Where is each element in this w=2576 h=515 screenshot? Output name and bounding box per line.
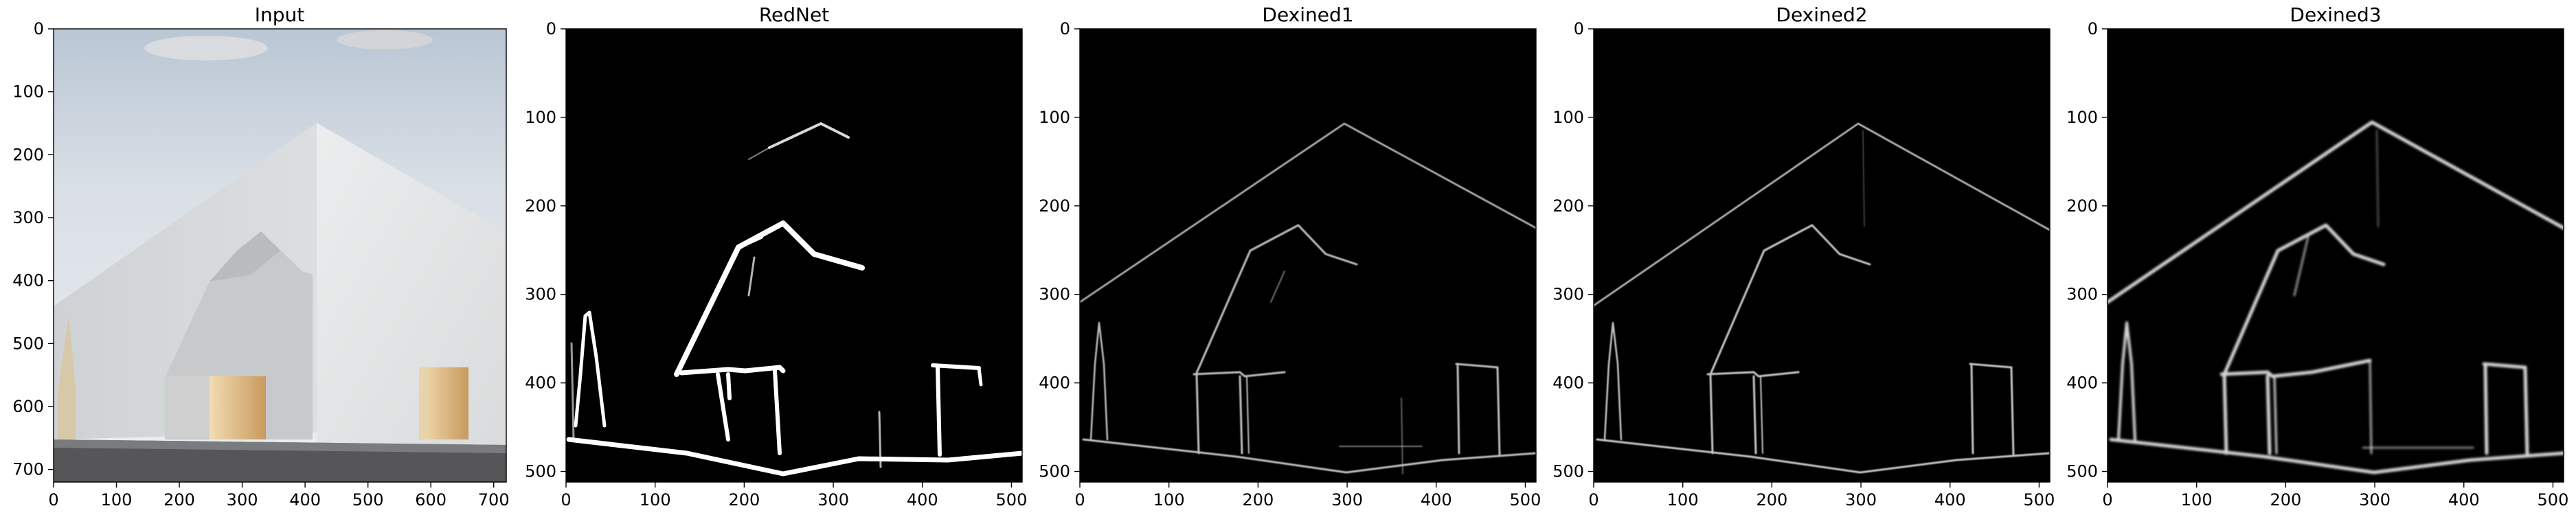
edge-map (566, 122, 1025, 477)
x-tick-label: 400 (907, 490, 938, 510)
x-tick-label: 0 (1074, 490, 1085, 510)
y-tick-label: 400 (1552, 374, 1584, 393)
x-tick-label: 400 (289, 490, 321, 510)
edge-map-background (1080, 29, 1536, 482)
x-tick-label: 500 (1510, 490, 1541, 510)
x-tick-label: 300 (1331, 490, 1363, 510)
x-tick-label: 0 (561, 490, 571, 510)
x-tick-label: 200 (728, 490, 760, 510)
x-tick-label: 500 (2024, 490, 2055, 510)
y-tick-label: 500 (12, 334, 44, 353)
y-tick-label: 0 (1574, 19, 1584, 38)
panel-title: Dexined2 (1776, 3, 1867, 26)
plot-frame (565, 28, 1023, 483)
y-axis-ticks: 0 100 200 300 400 500 (1552, 19, 1594, 481)
x-tick-label: 100 (1153, 490, 1185, 510)
y-tick-label: 400 (1039, 374, 1070, 393)
x-tick-label: 300 (817, 490, 849, 510)
x-tick-label: 300 (227, 490, 258, 510)
x-tick-label: 500 (352, 490, 384, 510)
panel-title: Dexined1 (1262, 3, 1353, 26)
panel-title: RedNet (759, 3, 829, 26)
edge-map-background (1594, 29, 2050, 482)
y-tick-label: 300 (525, 285, 556, 304)
panel-title: Input (255, 3, 305, 26)
x-tick-label: 0 (48, 490, 58, 510)
input-photo (54, 29, 506, 482)
x-tick-label: 600 (415, 490, 447, 510)
y-tick-label: 300 (1039, 285, 1070, 304)
y-tick-label: 100 (1552, 108, 1584, 127)
x-axis-ticks: 0 100 200 300 400 500 (1588, 482, 2055, 510)
y-tick-label: 300 (12, 208, 44, 227)
y-tick-label: 300 (2066, 285, 2098, 304)
x-tick-label: 100 (2181, 490, 2213, 510)
x-tick-label: 400 (1934, 490, 1966, 510)
x-tick-label: 100 (640, 490, 671, 510)
x-tick-label: 100 (1667, 490, 1699, 510)
y-tick-label: 500 (1039, 462, 1070, 481)
edge-map (2105, 120, 2566, 474)
x-tick-label: 200 (163, 490, 195, 510)
y-tick-label: 100 (1039, 108, 1070, 127)
y-tick-label: 100 (525, 108, 556, 127)
y-tick-label: 500 (525, 462, 556, 481)
y-tick-label: 400 (12, 271, 44, 290)
y-tick-label: 200 (525, 196, 556, 216)
x-tick-label: 300 (1845, 490, 1877, 510)
y-tick-label: 0 (2088, 19, 2098, 38)
x-tick-label: 200 (1242, 490, 1274, 510)
y-tick-label: 100 (2066, 108, 2098, 127)
y-tick-label: 300 (1552, 285, 1584, 304)
x-tick-label: 100 (101, 490, 133, 510)
y-tick-label: 0 (1060, 19, 1070, 38)
x-axis-ticks: 0 100 200 300 400 500 (561, 482, 1027, 510)
x-tick-label: 500 (2538, 490, 2569, 510)
panel-input: Input 0 100 200 30 (12, 3, 509, 510)
plot-frame (1079, 28, 1537, 483)
x-tick-label: 500 (996, 490, 1028, 510)
panel-dexined1: Dexined1 0 100 200 300 400 500 0 100 200 300 400 5… (1039, 3, 1541, 510)
panel-title: Dexined3 (2290, 3, 2381, 26)
plot-frame (2107, 28, 2564, 483)
y-tick-label: 400 (525, 374, 556, 393)
x-axis-ticks: 0 100 200 300 400 500 (1074, 482, 1541, 510)
x-tick-label: 400 (2448, 490, 2480, 510)
y-tick-label: 200 (1552, 196, 1584, 216)
panel-dexined3: Dexined3 0 100 200 300 400 500 0 100 200 300 400 5… (2066, 3, 2568, 510)
x-tick-label: 0 (1588, 490, 1598, 510)
y-tick-label: 0 (34, 19, 44, 38)
x-tick-label: 400 (1421, 490, 1452, 510)
y-axis-ticks: 0 100 200 300 400 500 600 700 (12, 19, 54, 479)
x-tick-label: 200 (2270, 490, 2301, 510)
panel-dexined2: Dexined2 0 100 200 300 400 500 0 100 200 300 400 5… (1552, 3, 2055, 510)
plot-frame (1593, 28, 2050, 483)
y-tick-label: 200 (12, 145, 44, 164)
y-tick-label: 600 (12, 397, 44, 416)
y-axis-ticks: 0 100 200 300 400 500 (1039, 19, 1080, 481)
x-axis-ticks: 0 100 200 300 400 500 (2102, 482, 2568, 510)
panel-rednet: RedNet 0 10 (525, 3, 1027, 510)
y-axis-ticks: 0 100 200 300 400 500 (525, 19, 566, 481)
y-tick-label: 400 (2066, 374, 2098, 393)
x-tick-label: 0 (2102, 490, 2112, 510)
y-tick-label: 500 (1552, 462, 1584, 481)
x-tick-label: 300 (2359, 490, 2391, 510)
y-tick-label: 700 (12, 460, 44, 479)
y-tick-label: 100 (12, 82, 44, 102)
y-tick-label: 500 (2066, 462, 2098, 481)
x-tick-label: 700 (478, 490, 510, 510)
y-tick-label: 200 (1039, 196, 1070, 216)
y-axis-ticks: 0 100 200 300 400 500 (2066, 19, 2108, 481)
plot-frame (53, 28, 507, 483)
x-axis-ticks: 0 100 200 300 400 500 600 700 (48, 482, 510, 510)
edge-map (1078, 122, 1537, 474)
y-tick-label: 200 (2066, 196, 2098, 216)
edge-map-background (566, 29, 1022, 482)
x-tick-label: 200 (1756, 490, 1787, 510)
y-tick-label: 0 (546, 19, 556, 38)
edge-map (1592, 122, 2051, 474)
